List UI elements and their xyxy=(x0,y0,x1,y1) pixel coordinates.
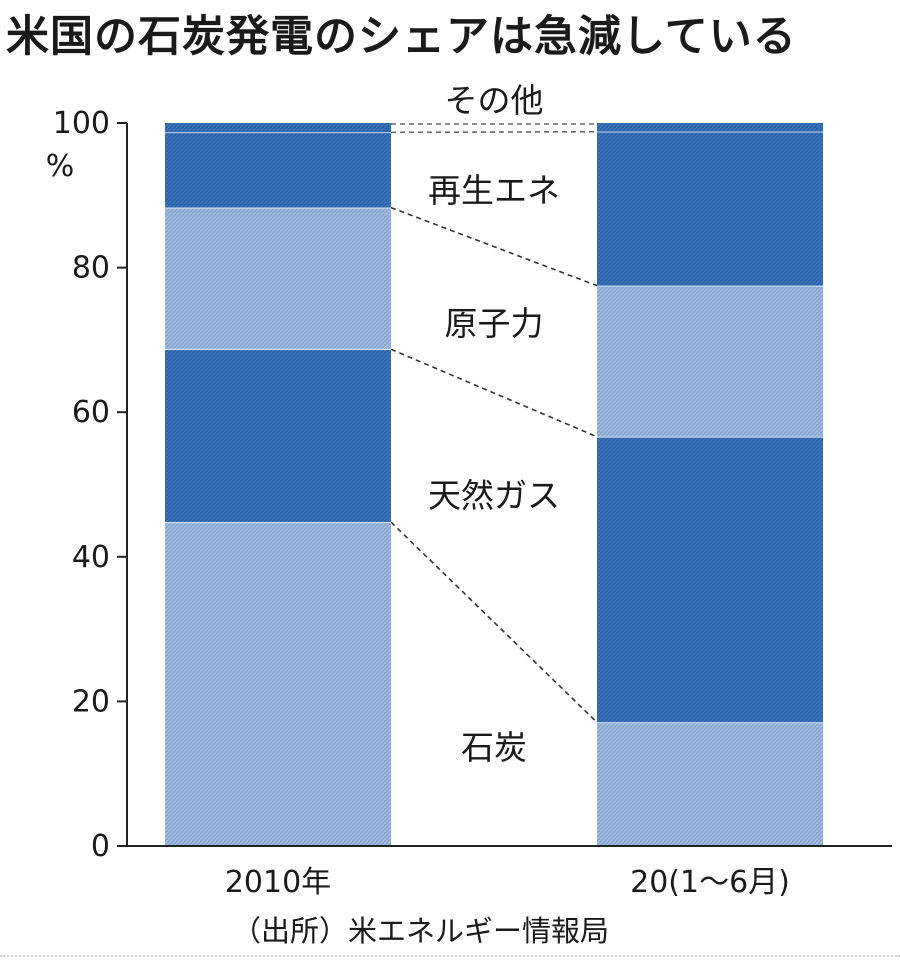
series-label: その他 xyxy=(445,81,544,120)
bottom-dotted-divider xyxy=(0,955,900,957)
bar-1-segment-4 xyxy=(165,132,391,208)
bar-1-segment-3 xyxy=(165,207,391,350)
category-label: 20(1～6月) xyxy=(630,865,790,900)
source-note: （出所）米エネルギー情報局 xyxy=(232,914,610,948)
series-label: 石炭 xyxy=(461,728,527,767)
bar-2-segment-1 xyxy=(597,722,823,846)
connector-line xyxy=(390,521,598,723)
bar-2-segment-2 xyxy=(597,436,823,723)
series-label: 再生エネ xyxy=(428,171,560,210)
chart-title: 米国の石炭発電のシェアは急減している xyxy=(6,12,797,62)
y-tick-label: 80 xyxy=(72,251,110,286)
x-axis-labels: 2010年 20(1～6月) xyxy=(225,865,790,900)
connector-line xyxy=(390,206,598,287)
bar-1-segment-5 xyxy=(165,123,391,133)
y-tick-label: 100 xyxy=(53,106,110,141)
y-tick-label: 60 xyxy=(72,395,110,430)
y-axis: 0 20 40 60 80 100% xyxy=(46,106,892,864)
y-tick-label: 40 xyxy=(72,540,110,575)
y-tick-label: 0 xyxy=(91,829,110,864)
connector-line xyxy=(390,348,598,438)
connector-lines xyxy=(390,123,598,723)
series-label: 原子力 xyxy=(445,304,544,343)
segment-labels: 石炭 天然ガス 原子力 再生エネ その他 xyxy=(428,81,560,767)
category-label: 2010年 xyxy=(225,865,331,900)
bar-1-segment-1 xyxy=(165,522,391,846)
y-tick-label: 20 xyxy=(72,684,110,719)
bar-2-segment-5 xyxy=(597,123,823,132)
series-label: 天然ガス xyxy=(428,476,560,515)
bars-group xyxy=(165,123,823,846)
y-unit-label: % xyxy=(46,149,75,184)
bar-2-segment-3 xyxy=(597,285,823,437)
bar-1-segment-2 xyxy=(165,349,391,523)
connector-line xyxy=(390,130,598,134)
bar-2-segment-4 xyxy=(597,131,823,286)
